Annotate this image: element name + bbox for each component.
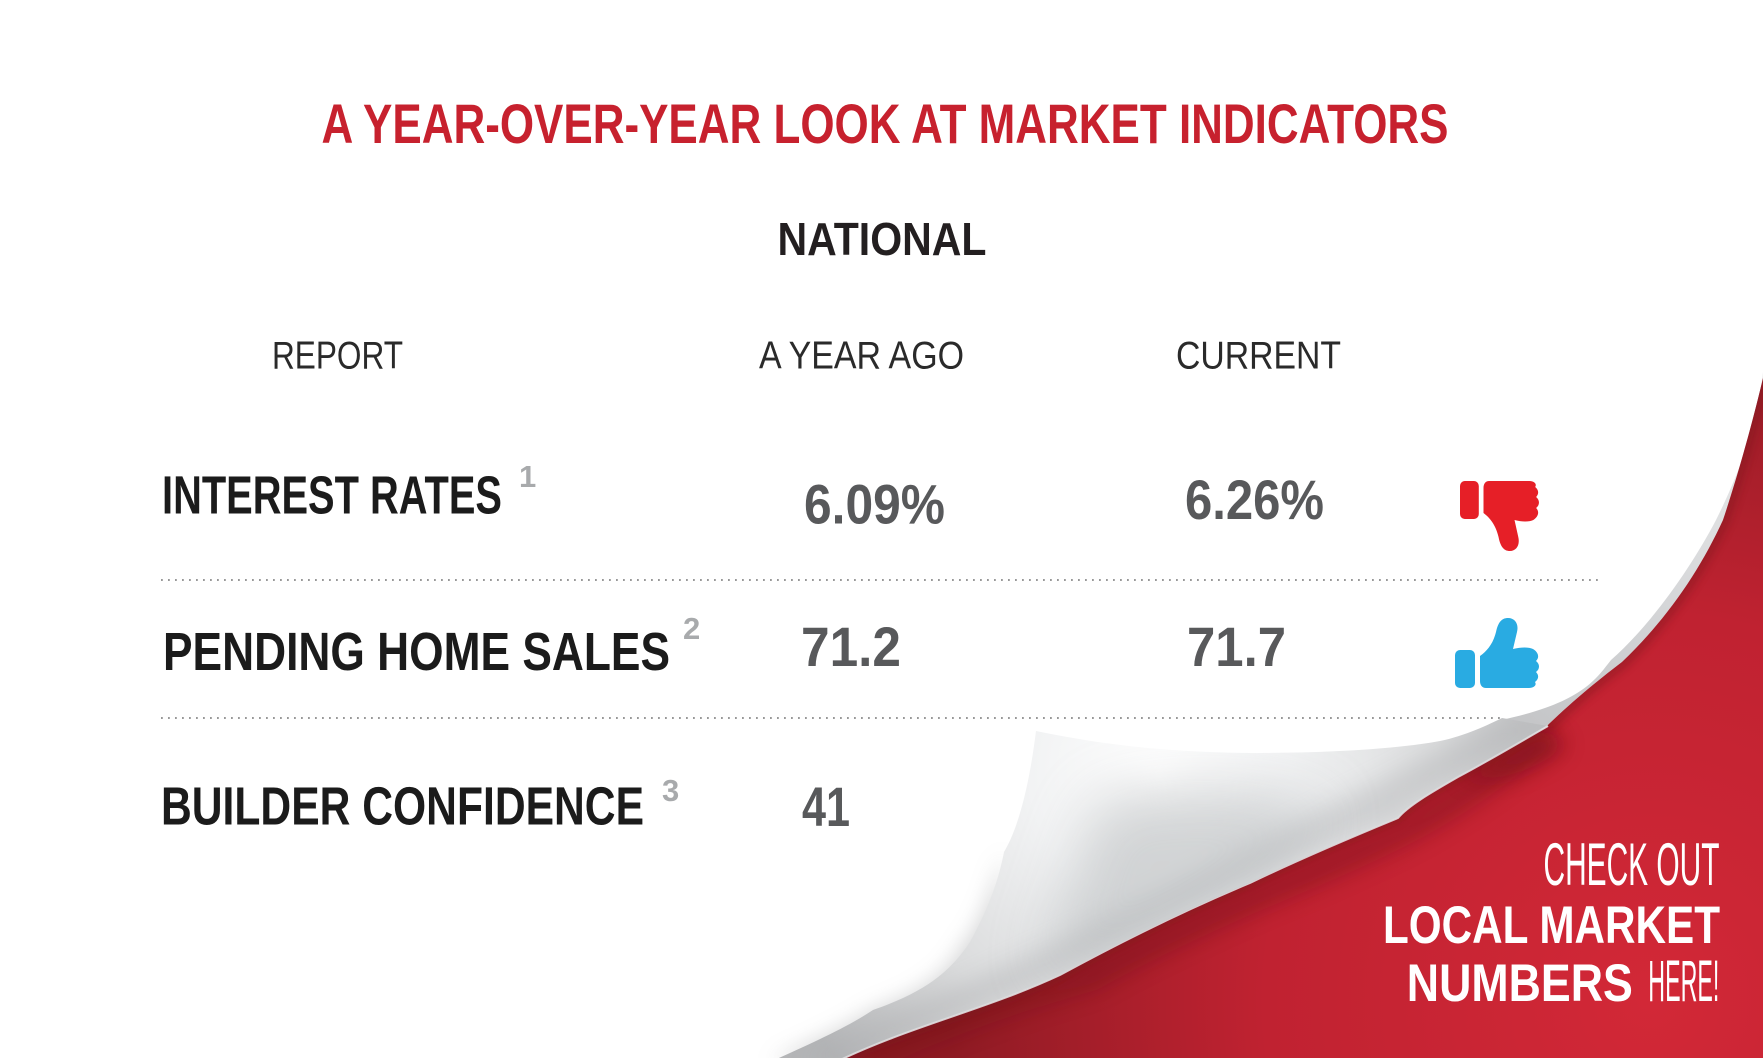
svg-text:A YEAR AGO: A YEAR AGO xyxy=(759,335,964,378)
svg-text:3: 3 xyxy=(662,773,679,808)
svg-text:BUILDER CONFIDENCE: BUILDER CONFIDENCE xyxy=(161,777,644,837)
svg-text:INTEREST RATES: INTEREST RATES xyxy=(162,466,502,526)
svg-text:NATIONAL: NATIONAL xyxy=(778,213,987,265)
svg-text:6.26%: 6.26% xyxy=(1185,468,1324,531)
svg-text:NUMBERS: NUMBERS xyxy=(1407,954,1633,1013)
svg-text:41: 41 xyxy=(802,775,850,838)
svg-text:PENDING HOME SALES: PENDING HOME SALES xyxy=(163,622,670,682)
svg-text:CURRENT: CURRENT xyxy=(1176,335,1341,378)
svg-text:LOCAL MARKET: LOCAL MARKET xyxy=(1383,896,1720,955)
svg-text:A YEAR-OVER-YEAR LOOK AT MARKE: A YEAR-OVER-YEAR LOOK AT MARKET INDICATO… xyxy=(322,92,1449,155)
svg-text:CHECK OUT: CHECK OUT xyxy=(1544,831,1720,898)
svg-text:1: 1 xyxy=(519,459,536,494)
svg-text:71.2: 71.2 xyxy=(801,615,901,678)
svg-text:6.09%: 6.09% xyxy=(804,473,945,536)
svg-text:71.7: 71.7 xyxy=(1187,615,1286,678)
svg-text:HERE!: HERE! xyxy=(1648,949,1719,1014)
svg-text:REPORT: REPORT xyxy=(272,335,403,378)
svg-text:2: 2 xyxy=(683,611,700,646)
